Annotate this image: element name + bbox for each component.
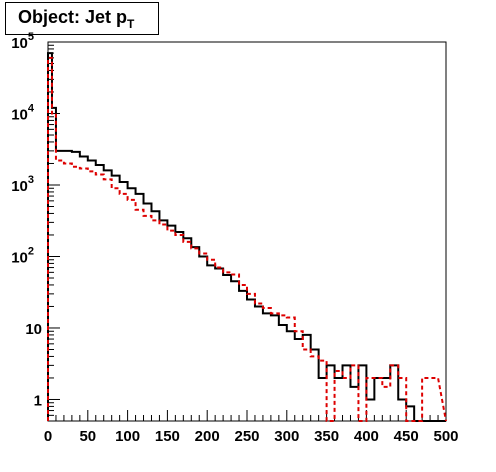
x-tick-label: 300 (274, 428, 299, 445)
x-tick-label: 150 (155, 428, 180, 445)
y-tick-label: 105 (11, 31, 34, 52)
histogram-series-2 (47, 56, 447, 422)
y-tick-exponent: 5 (28, 31, 34, 43)
x-tick-label: 350 (314, 428, 339, 445)
x-tick-label: 450 (394, 428, 419, 445)
chart-title-subscript: T (127, 17, 135, 31)
x-axis: 0 50 100 150 200 250 300 350 400 450 500 (44, 410, 459, 445)
y-tick-exponent: 3 (28, 174, 34, 186)
y-tick-exponent: 2 (28, 245, 34, 257)
x-tick-label: 50 (79, 428, 96, 445)
y-tick-label: 103 (11, 174, 34, 195)
y-tick-label: 10 (25, 321, 42, 338)
x-tick-label: 250 (234, 428, 259, 445)
y-tick-label: 104 (11, 102, 35, 123)
x-tick-label: 400 (354, 428, 379, 445)
histogram-series-1 (47, 52, 446, 422)
plot-frame (47, 41, 447, 422)
x-tick-label: 0 (44, 428, 52, 445)
x-tick-label: 200 (195, 428, 220, 445)
chart-title: Object: Jet p (18, 7, 128, 27)
y-tick-label: 1 (34, 392, 42, 409)
x-tick-label: 500 (433, 428, 458, 445)
x-tick-label: 100 (115, 428, 140, 445)
y-tick-exponent: 4 (28, 102, 35, 114)
chart-title-box: Object: Jet pT (5, 2, 159, 35)
series-layer (47, 52, 447, 422)
y-tick-label: 102 (11, 245, 34, 266)
